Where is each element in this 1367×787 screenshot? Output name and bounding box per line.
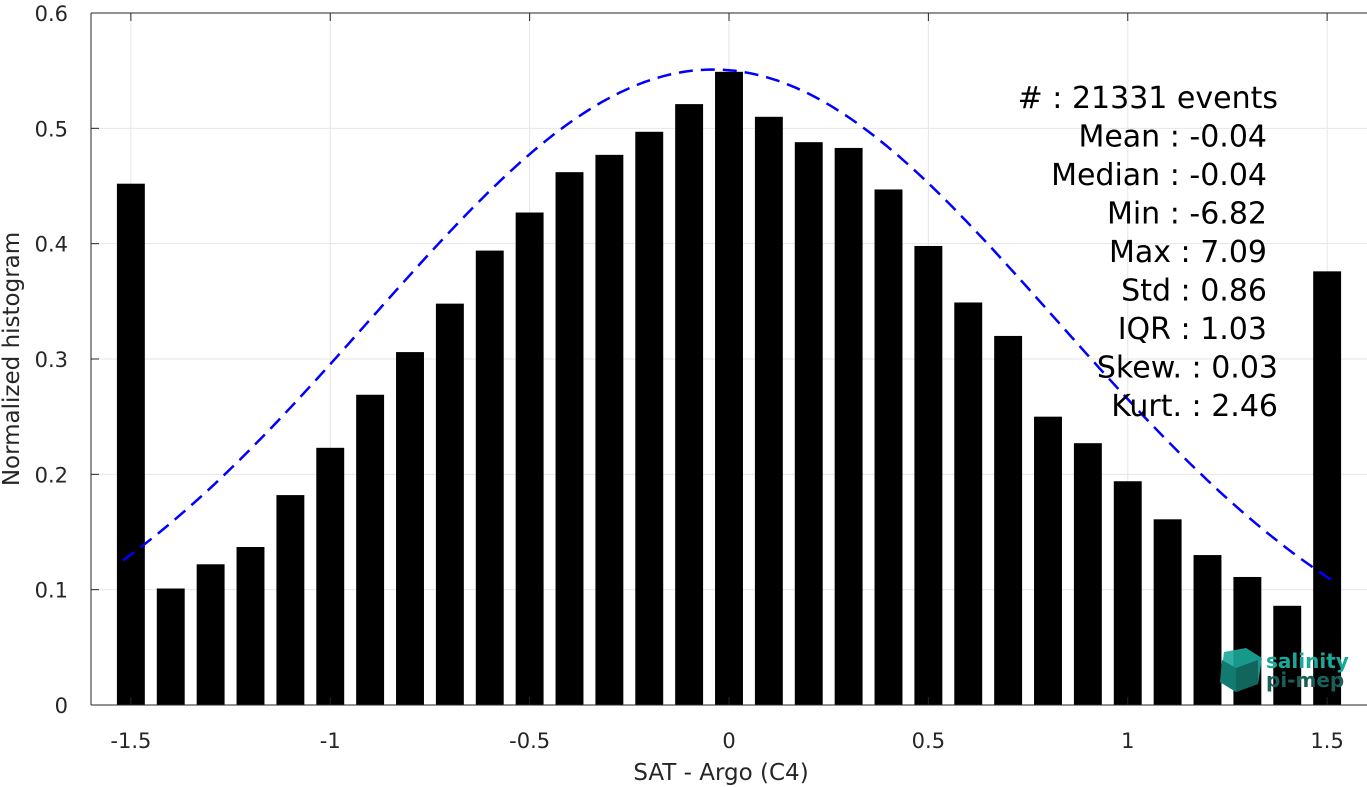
gaussian-fit-curve — [122, 68, 1336, 584]
stats-line: Mean : -0.04 — [1078, 120, 1267, 155]
stats-line: Min : -6.82 — [1107, 197, 1267, 232]
y-tick-label: 0.1 — [35, 579, 68, 603]
x-tick-label: 1 — [1121, 729, 1134, 753]
logo-line1: salinity — [1266, 649, 1349, 673]
stats-line: Skew. : 0.03 — [1097, 351, 1278, 386]
axes-frame — [90, 12, 1367, 706]
stats-line: IQR : 1.03 — [1118, 312, 1267, 347]
x-tick-label: 0.5 — [912, 729, 945, 753]
bar — [635, 131, 664, 705]
x-tick-label: 0 — [722, 729, 735, 753]
y-tick-labels: 0 0.1 0.2 0.3 0.4 0.5 0.6 — [35, 2, 68, 718]
bar — [834, 147, 863, 705]
y-tick-label: 0.6 — [35, 2, 68, 26]
x-tick-label: -0.5 — [509, 729, 550, 753]
bar — [675, 104, 704, 705]
bar — [156, 588, 185, 705]
bar — [1113, 481, 1142, 705]
y-axis-title: Normalized histogram — [0, 232, 25, 486]
y-tick-label: 0.4 — [35, 233, 68, 257]
y-tick-label: 0 — [55, 694, 68, 718]
stats-line: Kurt. : 2.46 — [1111, 389, 1278, 424]
y-tick-label: 0.2 — [35, 463, 68, 487]
bar — [954, 302, 983, 705]
bar — [396, 352, 424, 705]
bar — [1193, 555, 1222, 705]
logo-line2: pi-mep — [1266, 668, 1344, 692]
logo-cube-icon — [1220, 648, 1262, 692]
stats-line: Max : 7.09 — [1109, 235, 1267, 270]
y-tick-label: 0.5 — [35, 117, 68, 141]
bar — [555, 172, 584, 705]
bar — [475, 250, 504, 705]
bar — [1073, 443, 1102, 705]
x-axis-title: SAT - Argo (C4) — [633, 760, 808, 786]
bar — [316, 447, 345, 705]
stats-line: # : 21331 events — [1018, 81, 1278, 116]
bar — [914, 245, 943, 705]
x-tick-label: -1 — [320, 729, 341, 753]
x-tick-label: 1.5 — [1310, 729, 1343, 753]
bar — [196, 564, 225, 705]
bar — [515, 212, 544, 705]
bar — [994, 335, 1023, 705]
logo-cube-side — [1220, 660, 1236, 692]
bar — [595, 154, 624, 706]
bar — [794, 142, 823, 705]
bars — [116, 71, 1342, 706]
stats-line: Median : -0.04 — [1051, 158, 1267, 193]
bar — [1313, 271, 1342, 705]
bar — [236, 546, 265, 705]
bar — [1034, 416, 1062, 705]
bar — [356, 394, 385, 705]
bar — [435, 303, 464, 705]
bar — [276, 495, 305, 705]
logo: salinity pi-mep — [1220, 648, 1349, 692]
bar — [715, 71, 743, 705]
bar — [754, 116, 783, 706]
bar — [1153, 519, 1182, 705]
stats-line: Std : 0.86 — [1121, 274, 1267, 309]
x-tick-labels: -1.5 -1 -0.5 0 0.5 1 1.5 — [110, 729, 1343, 753]
y-tick-label: 0.3 — [35, 348, 68, 372]
x-tick-label: -1.5 — [110, 729, 151, 753]
bar — [1273, 605, 1302, 705]
bar — [874, 189, 903, 705]
logo-cube-front — [1236, 660, 1258, 692]
bar — [116, 183, 145, 705]
